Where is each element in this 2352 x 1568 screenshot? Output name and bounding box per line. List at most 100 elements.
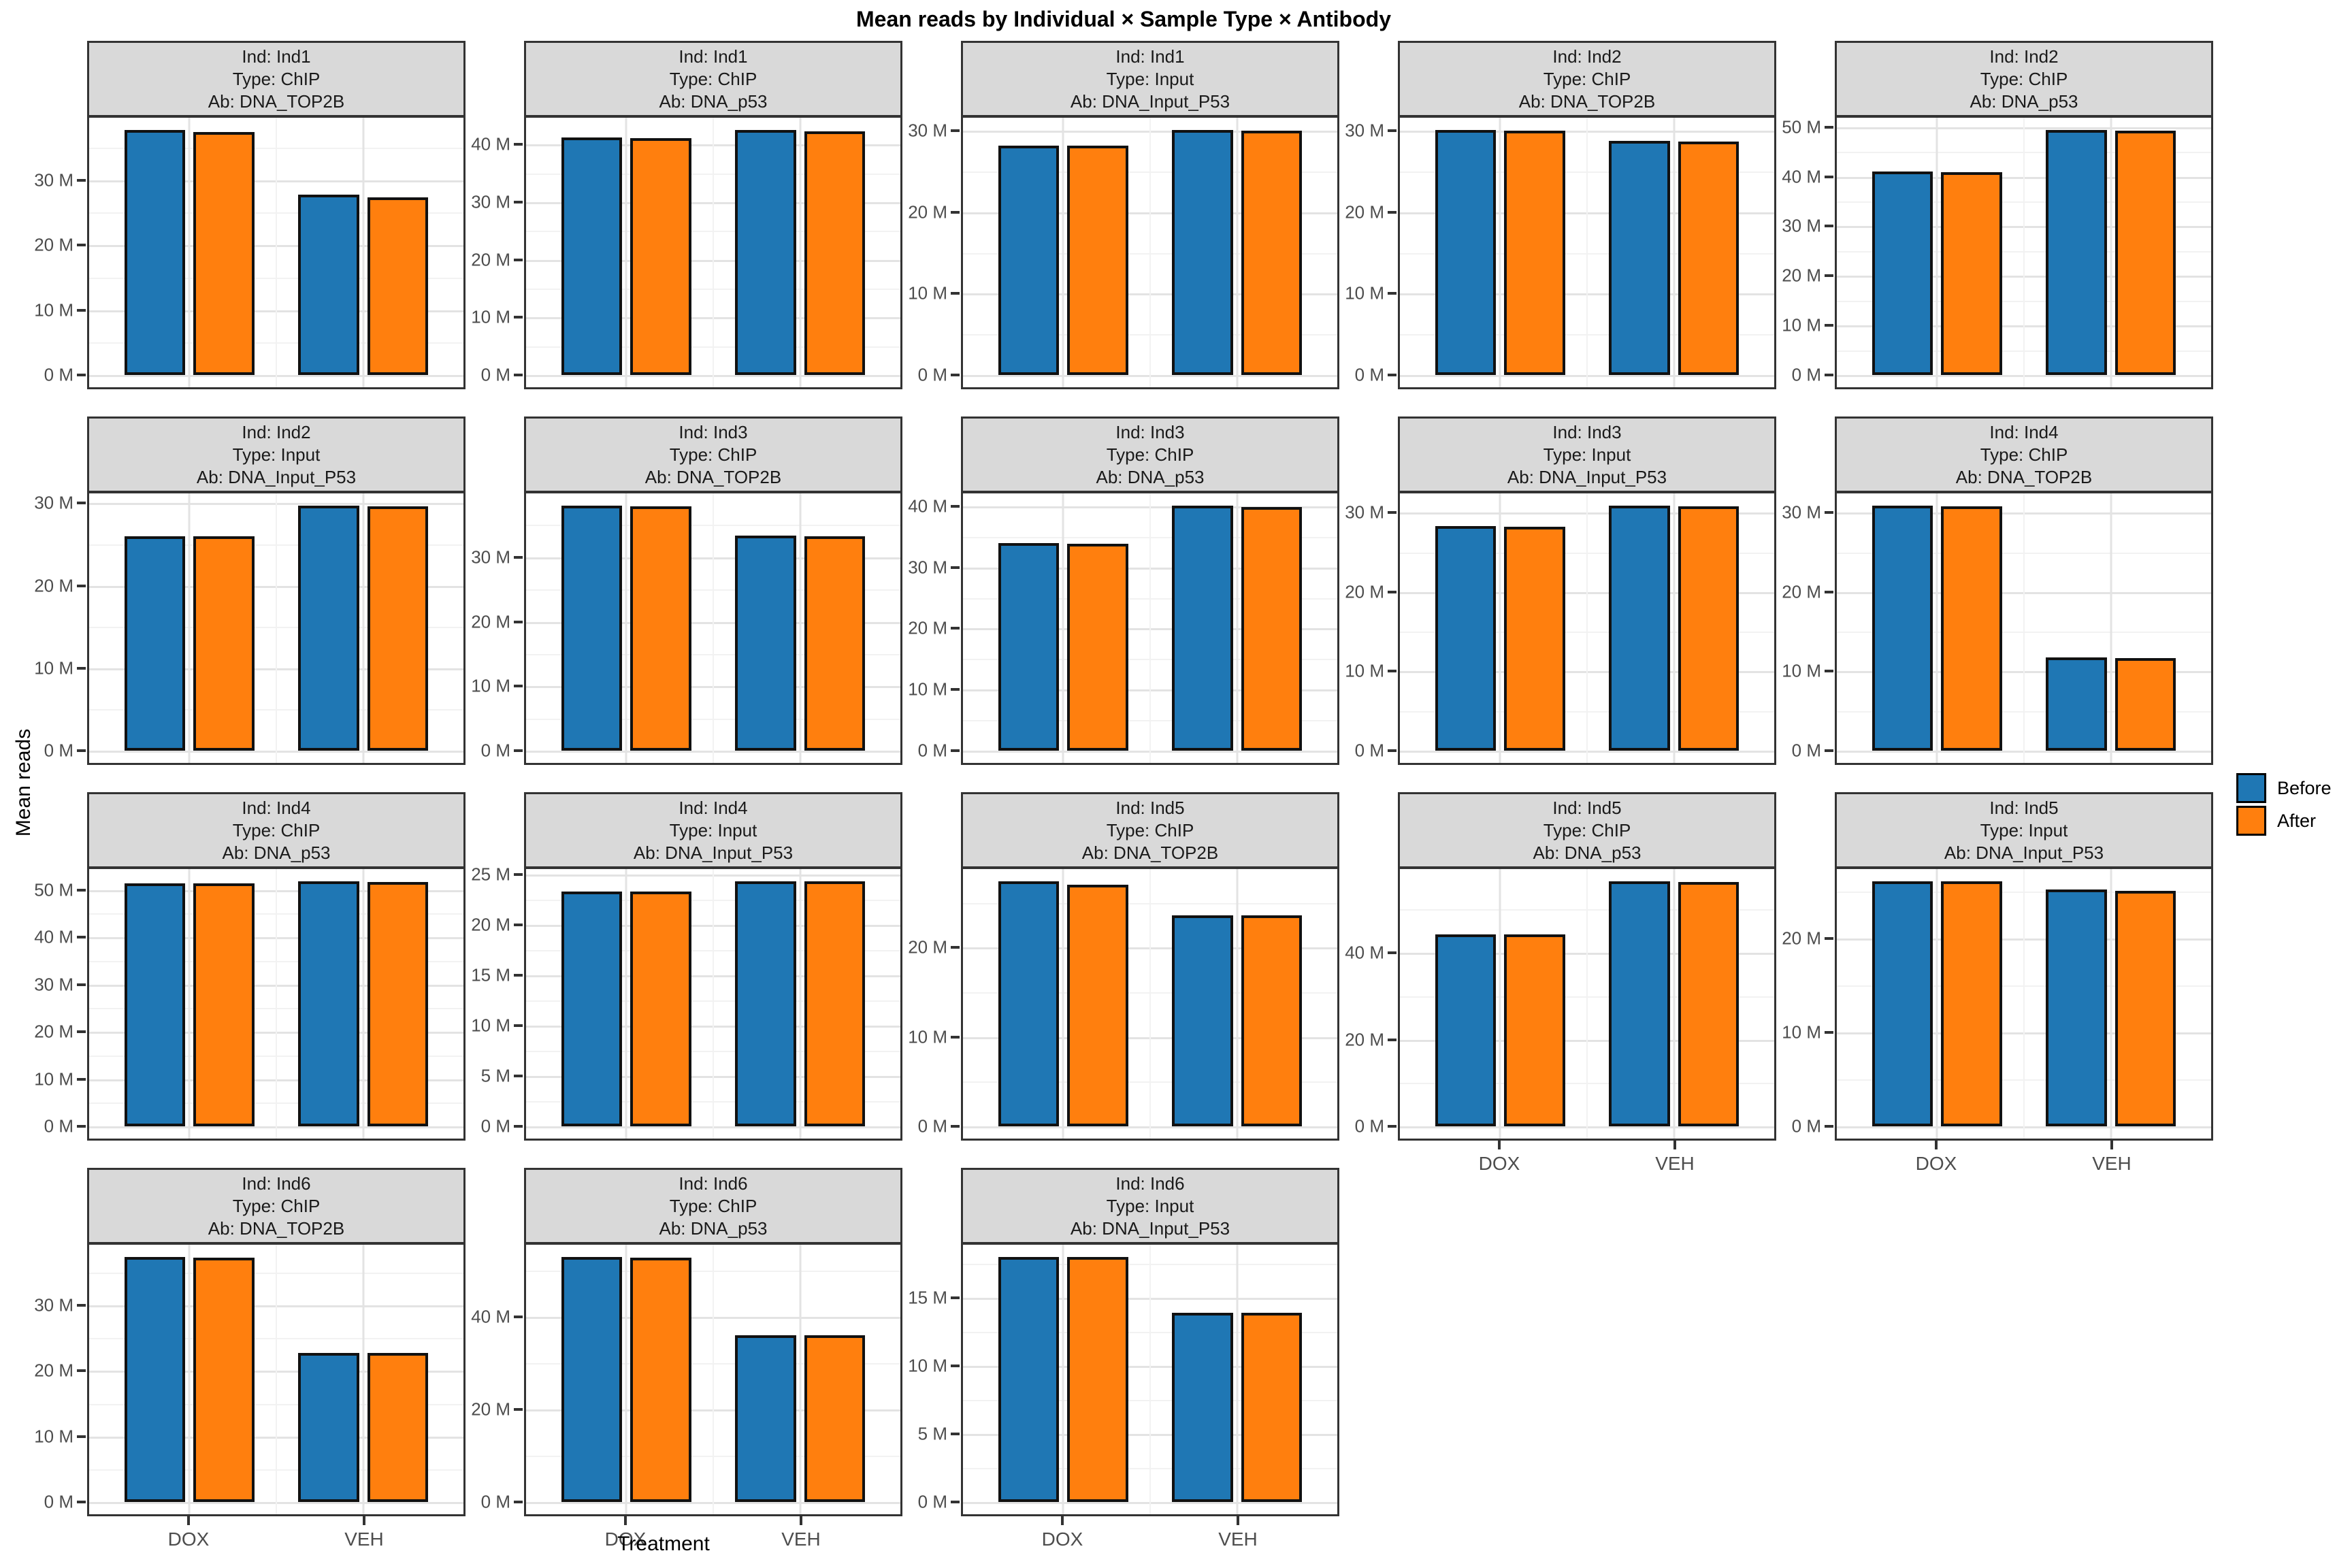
y-tick-mark: [1825, 749, 1833, 752]
bar-veh-after: [367, 506, 429, 751]
facet-strip: Ind: Ind6 Type: Input Ab: DNA_Input_P53: [961, 1168, 1339, 1244]
y-tick-mark: [1388, 210, 1396, 214]
y-tick-label: 20 M: [1345, 1029, 1384, 1050]
gridline-major-x: [625, 1245, 627, 1514]
x-tick-mark: [1673, 1141, 1676, 1149]
bar-dox-after: [630, 891, 692, 1126]
bar-dox-after: [1941, 506, 2003, 751]
y-axis: 0 M 20 M 40 M: [1345, 869, 1398, 1139]
y-tick-mark: [77, 749, 86, 752]
bar-dox-after: [1504, 527, 1566, 751]
plot-area: [961, 116, 1339, 389]
y-tick-mark: [1825, 175, 1833, 178]
y-tick-label: 20 M: [471, 611, 510, 632]
y-tick-mark: [951, 627, 960, 630]
plot-area: [1398, 491, 1776, 765]
facet-strip: Ind: Ind5 Type: ChIP Ab: DNA_p53: [1398, 792, 1776, 868]
bar-dox-before: [124, 536, 186, 751]
bar-veh-after: [1241, 131, 1303, 375]
y-tick-mark: [1825, 670, 1833, 673]
bar-veh-before: [1608, 881, 1670, 1126]
y-tick-mark: [951, 1296, 960, 1299]
facet-panel: Ind: Ind4 Type: ChIP Ab: DNA_p53: [87, 792, 466, 1141]
y-tick-mark: [77, 1125, 86, 1128]
y-tick-label: 15 M: [471, 964, 510, 985]
plot-area: [1835, 116, 2213, 389]
x-tick-label-dox: DOX: [167, 1529, 210, 1550]
gridline-major-x: [2110, 869, 2112, 1139]
facet-strip-line: Ind: Ind6: [679, 1173, 748, 1194]
facet-strip-line: Ind: Ind1: [1115, 46, 1185, 67]
y-tick-label: 40 M: [908, 495, 947, 517]
bar-veh-after: [804, 1335, 866, 1502]
bar-veh-before: [297, 194, 359, 375]
facet-strip: Ind: Ind1 Type: Input Ab: DNA_Input_P53: [961, 41, 1339, 117]
bar-dox-after: [1067, 543, 1129, 751]
y-tick-mark: [514, 620, 523, 623]
facet-cell: 0 M 10 M 20 M 30 M Ind: Ind1 Type: ChIP Ab: DN…: [34, 41, 466, 389]
bar-dox-after: [1504, 131, 1566, 375]
bar-dox-after: [1504, 934, 1566, 1126]
y-tick-mark: [951, 1125, 960, 1128]
plot-area: [524, 1243, 902, 1516]
gridline-major-x: [1673, 869, 1676, 1139]
y-axis: 0 M 10 M 20 M 30 M 40 M 50 M: [1782, 116, 1835, 387]
y-tick-mark: [514, 1501, 523, 1503]
plot-area: [961, 1243, 1339, 1516]
facet-strip: Ind: Ind6 Type: ChIP Ab: DNA_TOP2B: [87, 1168, 466, 1244]
x-tick-mark: [1498, 1141, 1501, 1149]
y-tick-mark: [77, 666, 86, 670]
y-tick-mark: [1825, 590, 1833, 593]
facet-strip-line: Ind: Ind3: [679, 421, 748, 442]
y-axis: 0 M 10 M 20 M 30 M 40 M: [908, 493, 961, 763]
plot-area: [1835, 867, 2213, 1141]
y-axis: 0 M 10 M 20 M 30 M 40 M: [471, 118, 524, 387]
y-axis: 0 M 10 M 20 M 30 M: [34, 1245, 87, 1514]
plot-area: [87, 867, 466, 1141]
bar-veh-before: [1171, 506, 1233, 751]
y-tick-mark: [951, 504, 960, 508]
facet-cell: 0 M 10 M 20 M 30 M Ind: Ind3 Type: ChIP Ab: DN…: [471, 416, 902, 765]
bar-dox-before: [561, 1257, 623, 1502]
gridline-minor-x: [713, 1245, 714, 1514]
bar-veh-before: [1608, 140, 1670, 375]
gridline-major-x: [188, 118, 191, 387]
gridline-major-x: [362, 493, 365, 763]
bar-veh-after: [2114, 131, 2176, 375]
facet-strip-line: Ind: Ind2: [1989, 46, 2059, 67]
gridline-major-x: [799, 1245, 802, 1514]
gridline-major-x: [1062, 118, 1064, 387]
gridline-minor-x: [1586, 493, 1588, 763]
bar-veh-before: [1171, 1313, 1233, 1502]
y-tick-label: 0 M: [44, 1115, 74, 1137]
facet-cell: 0 M 10 M 20 M 30 M 40 M 50 M Ind: Ind2 Type: Ch…: [1782, 41, 2213, 389]
legend-swatch-before-icon: [2236, 773, 2266, 803]
gridline-major-x: [799, 493, 802, 763]
y-tick-mark: [77, 1030, 86, 1033]
facet-strip: Ind: Ind5 Type: ChIP Ab: DNA_TOP2B: [961, 792, 1339, 868]
gridline-minor-x: [276, 1245, 277, 1514]
y-tick-mark: [77, 1501, 86, 1503]
bar-veh-before: [2045, 889, 2107, 1126]
gridline-major-x: [1499, 869, 1501, 1139]
facet-cell: 0 M 10 M 20 M 30 M Ind: Ind3 Type: Input Ab: D…: [1345, 416, 1776, 765]
y-tick-label: 0 M: [1354, 364, 1384, 385]
gridline-minor-x: [1586, 118, 1588, 387]
y-tick-mark: [1825, 937, 1833, 941]
gridline-minor-x: [276, 493, 277, 763]
facet-strip-line: Type: ChIP: [1543, 68, 1631, 89]
y-tick-label: 30 M: [1345, 502, 1384, 523]
facet-panel: Ind: Ind3 Type: ChIP Ab: DNA_p53: [961, 416, 1339, 765]
y-tick-mark: [77, 178, 86, 182]
y-tick-label: 10 M: [471, 1015, 510, 1036]
plot-area: [1835, 491, 2213, 765]
y-tick-label: 30 M: [34, 1294, 74, 1316]
facet-strip: Ind: Ind4 Type: ChIP Ab: DNA_TOP2B: [1835, 416, 2213, 493]
facet-strip-line: Type: Input: [1106, 1195, 1194, 1216]
y-tick-mark: [951, 1035, 960, 1039]
facet-strip-line: Ind: Ind1: [679, 46, 748, 67]
facet-strip-line: Type: Input: [1106, 68, 1194, 89]
facet-strip: Ind: Ind3 Type: Input Ab: DNA_Input_P53: [1398, 416, 1776, 493]
y-axis: 0 M 5 M 10 M 15 M 20 M 25 M: [471, 864, 524, 1139]
facet-panel: Ind: Ind4 Type: ChIP Ab: DNA_TOP2B: [1835, 416, 2213, 765]
